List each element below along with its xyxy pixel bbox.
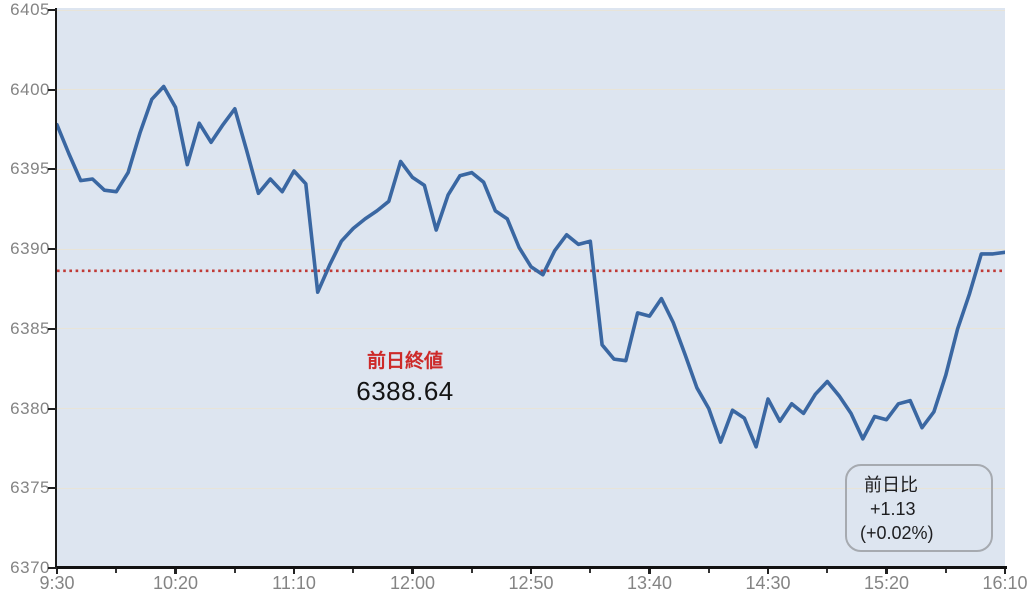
- gridline-6390: [57, 248, 1005, 250]
- y-tick-mark-6380: [48, 407, 57, 410]
- chart-canvas: [57, 84, 1005, 449]
- x-minor-tick-3: [470, 569, 473, 573]
- x-tick-mark-10:20: [174, 569, 177, 574]
- y-tick-label-6385: 6385: [10, 318, 50, 338]
- y-tick-label-6405: 6405: [10, 0, 50, 19]
- x-minor-tick-5: [707, 569, 710, 573]
- plot-area: 前日終値 6388.64 前日比 +1.13 (+0.02%): [57, 8, 1005, 568]
- x-tick-mark-14:30: [766, 569, 770, 574]
- change-percent: (+0.02%): [860, 523, 934, 543]
- x-tick-mark-15:20: [885, 569, 888, 574]
- y-tick-label-6395: 6395: [10, 159, 50, 179]
- x-axis-line: [55, 566, 1007, 569]
- x-tick-mark-9:30: [55, 569, 59, 574]
- y-tick-mark-6390: [48, 248, 57, 251]
- y-tick-label-6380: 6380: [10, 398, 50, 418]
- y-tick-label-6375: 6375: [10, 478, 50, 498]
- x-minor-tick-4: [589, 569, 592, 573]
- y-tick-mark-6405: [48, 9, 57, 11]
- change-box: 前日比 +1.13 (+0.02%): [845, 464, 993, 552]
- price-line: [57, 84, 1005, 449]
- x-minor-tick-1: [233, 569, 236, 573]
- x-tick-label-12:00: 12:00: [389, 573, 436, 593]
- y-tick-mark-6370: [48, 567, 57, 569]
- x-tick-label-9:30: 9:30: [39, 573, 75, 593]
- x-tick-label-10:20: 10:20: [152, 573, 199, 593]
- x-minor-tick-7: [944, 569, 947, 573]
- prev-close-value: 6388.64: [356, 376, 454, 406]
- x-tick-label-15:20: 15:20: [863, 573, 910, 593]
- x-minor-tick-0: [115, 569, 118, 573]
- gridline-6380: [57, 408, 1005, 410]
- y-tick-mark-6400: [48, 88, 57, 91]
- gridline-6375: [57, 487, 1005, 489]
- y-tick-mark-6375: [48, 487, 57, 490]
- y-tick-label-6390: 6390: [10, 239, 50, 259]
- y-tick-mark-6385: [48, 327, 57, 330]
- gridline-6385: [57, 328, 1005, 330]
- x-minor-tick-2: [352, 569, 355, 573]
- gridline-6395: [57, 168, 1005, 170]
- y-tick-label-6370: 6370: [10, 558, 50, 577]
- x-tick-label-14:30: 14:30: [745, 573, 791, 593]
- x-tick-mark-12:50: [529, 569, 533, 574]
- x-tick-label-16:10: 16:10: [982, 573, 1028, 593]
- y-axis-line: [55, 8, 57, 569]
- x-tick-mark-13:40: [648, 569, 651, 574]
- change-box-title: 前日比: [864, 475, 918, 495]
- x-tick-label-12:50: 12:50: [508, 573, 554, 593]
- prev-close-label: 前日終値: [366, 351, 443, 372]
- gridline-6400: [57, 89, 1005, 91]
- x-tick-mark-12:00: [411, 569, 414, 574]
- x-minor-tick-6: [826, 569, 829, 573]
- change-value: +1.13: [870, 499, 916, 519]
- y-tick-label-6400: 6400: [10, 79, 50, 99]
- x-tick-mark-11:10: [292, 569, 296, 574]
- x-tick-mark-16:10: [1003, 569, 1007, 574]
- x-tick-label-13:40: 13:40: [626, 573, 673, 593]
- gridline-6405: [57, 9, 1005, 11]
- x-tick-label-11:10: 11:10: [272, 573, 316, 593]
- y-tick-mark-6395: [48, 168, 57, 171]
